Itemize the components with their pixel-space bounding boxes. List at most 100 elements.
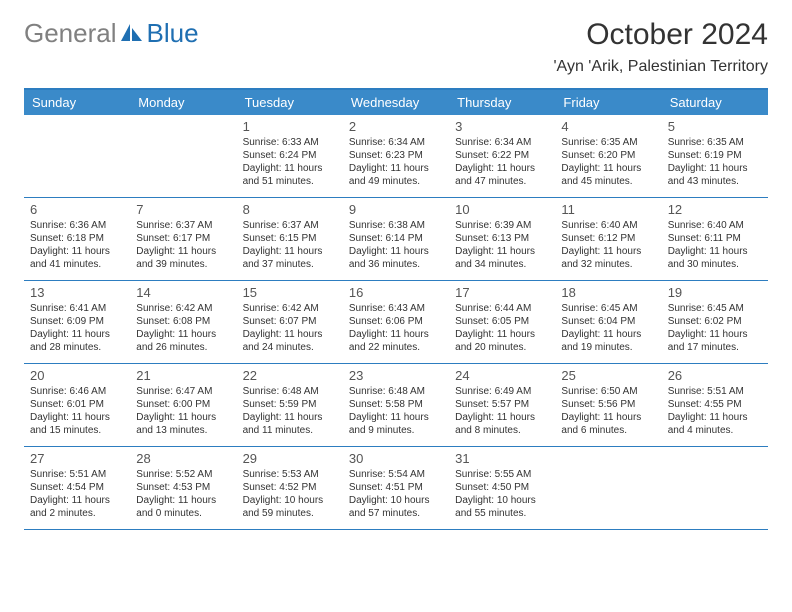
dayheader-friday: Friday <box>555 90 661 115</box>
sunrise-text: Sunrise: 6:40 AM <box>668 219 762 232</box>
location-label: 'Ayn 'Arik, Palestinian Territory <box>554 58 769 76</box>
calendar-cell: 5 Sunrise: 6:35 AMSunset: 6:19 PMDaylight… <box>662 115 768 197</box>
day-number: 11 <box>561 202 655 217</box>
dayheader-monday: Monday <box>130 90 236 115</box>
calendar-cell: 23Sunrise: 6:48 AMSunset: 5:58 PMDayligh… <box>343 364 449 446</box>
day-info: Sunrise: 6:37 AMSunset: 6:17 PMDaylight:… <box>136 219 230 271</box>
daylight-text: Daylight: 11 hours and 22 minutes. <box>349 328 443 354</box>
sunrise-text: Sunrise: 6:42 AM <box>243 302 337 315</box>
calendar-cell: 1Sunrise: 6:33 AMSunset: 6:24 PMDaylight… <box>237 115 343 197</box>
sunrise-text: Sunrise: 6:45 AM <box>668 302 762 315</box>
calendar-week: 6Sunrise: 6:36 AMSunset: 6:18 PMDaylight… <box>24 198 768 281</box>
sunset-text: Sunset: 6:00 PM <box>136 398 230 411</box>
sunset-text: Sunset: 6:15 PM <box>243 232 337 245</box>
sunrise-text: Sunrise: 6:41 AM <box>30 302 124 315</box>
sunrise-text: Sunrise: 6:40 AM <box>561 219 655 232</box>
calendar-cell <box>555 447 661 529</box>
calendar-cell: 21Sunrise: 6:47 AMSunset: 6:00 PMDayligh… <box>130 364 236 446</box>
calendar-week: 27Sunrise: 5:51 AMSunset: 4:54 PMDayligh… <box>24 447 768 530</box>
daylight-text: Daylight: 11 hours and 32 minutes. <box>561 245 655 271</box>
sunset-text: Sunset: 6:13 PM <box>455 232 549 245</box>
logo-text-gray: General <box>24 18 117 49</box>
daylight-text: Daylight: 11 hours and 11 minutes. <box>243 411 337 437</box>
calendar-cell: 14Sunrise: 6:42 AMSunset: 6:08 PMDayligh… <box>130 281 236 363</box>
calendar-week: 13Sunrise: 6:41 AMSunset: 6:09 PMDayligh… <box>24 281 768 364</box>
day-number: 26 <box>668 368 762 383</box>
day-number: 10 <box>455 202 549 217</box>
daylight-text: Daylight: 10 hours and 55 minutes. <box>455 494 549 520</box>
logo: General Blue <box>24 18 199 49</box>
dayheader-tuesday: Tuesday <box>237 90 343 115</box>
day-number: 29 <box>243 451 337 466</box>
day-number: 5 <box>668 119 762 134</box>
calendar: Sunday Monday Tuesday Wednesday Thursday… <box>24 88 768 530</box>
day-number: 31 <box>455 451 549 466</box>
calendar-cell: 7Sunrise: 6:37 AMSunset: 6:17 PMDaylight… <box>130 198 236 280</box>
daylight-text: Daylight: 11 hours and 34 minutes. <box>455 245 549 271</box>
sunrise-text: Sunrise: 5:52 AM <box>136 468 230 481</box>
sunrise-text: Sunrise: 6:45 AM <box>561 302 655 315</box>
day-info: Sunrise: 6:35 AMSunset: 6:19 PMDaylight:… <box>668 136 762 188</box>
sunrise-text: Sunrise: 5:51 AM <box>668 385 762 398</box>
calendar-cell: 3Sunrise: 6:34 AMSunset: 6:22 PMDaylight… <box>449 115 555 197</box>
day-number: 3 <box>455 119 549 134</box>
daylight-text: Daylight: 11 hours and 39 minutes. <box>136 245 230 271</box>
sunrise-text: Sunrise: 6:49 AM <box>455 385 549 398</box>
day-info: Sunrise: 5:54 AMSunset: 4:51 PMDaylight:… <box>349 468 443 520</box>
day-number: 13 <box>30 285 124 300</box>
day-number: 30 <box>349 451 443 466</box>
sunrise-text: Sunrise: 6:48 AM <box>243 385 337 398</box>
day-info: Sunrise: 5:55 AMSunset: 4:50 PMDaylight:… <box>455 468 549 520</box>
calendar-week: 1Sunrise: 6:33 AMSunset: 6:24 PMDaylight… <box>24 115 768 198</box>
daylight-text: Daylight: 11 hours and 13 minutes. <box>136 411 230 437</box>
day-number: 4 <box>561 119 655 134</box>
calendar-cell: 4Sunrise: 6:35 AMSunset: 6:20 PMDaylight… <box>555 115 661 197</box>
daylight-text: Daylight: 11 hours and 9 minutes. <box>349 411 443 437</box>
sunset-text: Sunset: 6:18 PM <box>30 232 124 245</box>
day-info: Sunrise: 6:44 AMSunset: 6:05 PMDaylight:… <box>455 302 549 354</box>
sunset-text: Sunset: 5:56 PM <box>561 398 655 411</box>
day-number: 22 <box>243 368 337 383</box>
daylight-text: Daylight: 11 hours and 36 minutes. <box>349 245 443 271</box>
sunrise-text: Sunrise: 6:38 AM <box>349 219 443 232</box>
day-info: Sunrise: 6:36 AMSunset: 6:18 PMDaylight:… <box>30 219 124 271</box>
day-number: 17 <box>455 285 549 300</box>
daylight-text: Daylight: 10 hours and 59 minutes. <box>243 494 337 520</box>
calendar-cell: 24Sunrise: 6:49 AMSunset: 5:57 PMDayligh… <box>449 364 555 446</box>
calendar-cell: 9Sunrise: 6:38 AMSunset: 6:14 PMDaylight… <box>343 198 449 280</box>
sunset-text: Sunset: 4:55 PM <box>668 398 762 411</box>
sunset-text: Sunset: 6:22 PM <box>455 149 549 162</box>
sunrise-text: Sunrise: 5:55 AM <box>455 468 549 481</box>
day-number: 24 <box>455 368 549 383</box>
sunset-text: Sunset: 5:58 PM <box>349 398 443 411</box>
sunset-text: Sunset: 6:11 PM <box>668 232 762 245</box>
sunset-text: Sunset: 6:24 PM <box>243 149 337 162</box>
daylight-text: Daylight: 11 hours and 15 minutes. <box>30 411 124 437</box>
sunrise-text: Sunrise: 5:54 AM <box>349 468 443 481</box>
daylight-text: Daylight: 11 hours and 26 minutes. <box>136 328 230 354</box>
calendar-header-row: Sunday Monday Tuesday Wednesday Thursday… <box>24 90 768 115</box>
calendar-cell: 15 Sunrise: 6:42 AMSunset: 6:07 PMDayligh… <box>237 281 343 363</box>
sunset-text: Sunset: 6:07 PM <box>243 315 337 328</box>
sunrise-text: Sunrise: 6:33 AM <box>243 136 337 149</box>
day-number: 15 <box>243 285 337 300</box>
header: General Blue October 2024 'Ayn 'Arik, Pa… <box>24 18 768 76</box>
sunrise-text: Sunrise: 6:48 AM <box>349 385 443 398</box>
calendar-cell: 22Sunrise: 6:48 AMSunset: 5:59 PMDayligh… <box>237 364 343 446</box>
daylight-text: Daylight: 11 hours and 28 minutes. <box>30 328 124 354</box>
daylight-text: Daylight: 11 hours and 49 minutes. <box>349 162 443 188</box>
sunrise-text: Sunrise: 6:34 AM <box>349 136 443 149</box>
sunset-text: Sunset: 4:50 PM <box>455 481 549 494</box>
calendar-cell: 8Sunrise: 6:37 AMSunset: 6:15 PMDaylight… <box>237 198 343 280</box>
day-number: 20 <box>30 368 124 383</box>
day-info: Sunrise: 5:51 AMSunset: 4:55 PMDaylight:… <box>668 385 762 437</box>
daylight-text: Daylight: 11 hours and 30 minutes. <box>668 245 762 271</box>
day-info: Sunrise: 6:42 AMSunset: 6:07 PMDaylight:… <box>243 302 337 354</box>
dayheader-saturday: Saturday <box>662 90 768 115</box>
calendar-week: 20Sunrise: 6:46 AMSunset: 6:01 PMDayligh… <box>24 364 768 447</box>
day-info: Sunrise: 6:33 AMSunset: 6:24 PMDaylight:… <box>243 136 337 188</box>
calendar-cell <box>130 115 236 197</box>
sunset-text: Sunset: 6:05 PM <box>455 315 549 328</box>
sunrise-text: Sunrise: 6:47 AM <box>136 385 230 398</box>
day-number: 8 <box>243 202 337 217</box>
